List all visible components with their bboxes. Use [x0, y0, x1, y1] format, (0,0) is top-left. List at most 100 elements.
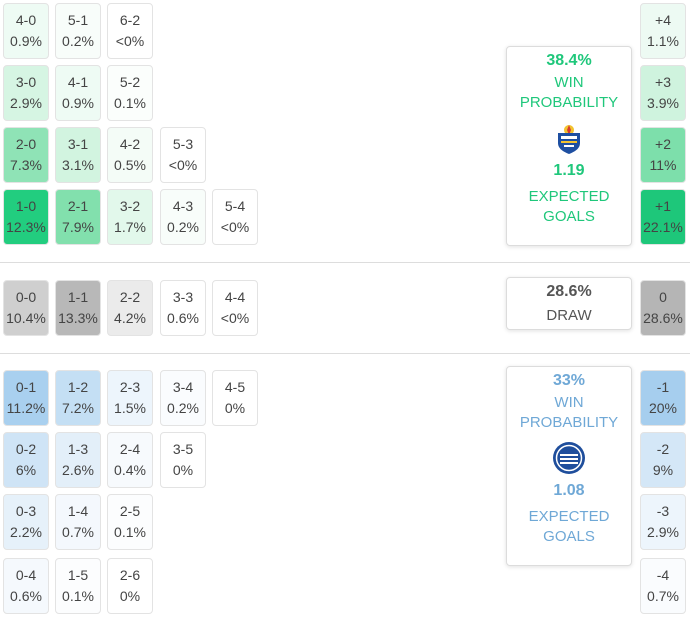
scoreline-label: 6-2: [119, 12, 141, 28]
scoreline-label: 3-2: [119, 198, 141, 214]
scoreline-label: 1-0: [15, 198, 37, 214]
scoreline-label: 1-3: [67, 441, 89, 457]
home-scoreline-cell: 4-0 0.9%: [3, 3, 49, 59]
scoreline-label: 3-5: [172, 441, 194, 457]
away-scoreline-cell: 1-3 2.6%: [55, 432, 101, 488]
probability-value: 0.9%: [10, 33, 42, 49]
probability-value: 7.9%: [62, 219, 94, 235]
probability-value: <0%: [168, 157, 198, 173]
probability-value: 0.5%: [114, 157, 146, 173]
probability-value: 12.3%: [6, 219, 46, 235]
home-team-card: 38.4% WIN PROBABILITY 1.19 EXPECTED GOAL…: [506, 46, 632, 246]
scoreline-label: 3-3: [172, 289, 194, 305]
goal-margin-label: -2: [656, 441, 670, 457]
scoreline-label: 5-3: [172, 136, 194, 152]
probability-value: 0.2%: [62, 33, 94, 49]
scoreline-label: 1-1: [67, 289, 89, 305]
draw-label: DRAW: [546, 306, 592, 324]
section-divider-home-draw: [0, 262, 690, 263]
home-xg-label-line1: EXPECTED: [528, 188, 610, 205]
goal-margin-label: +3: [655, 74, 671, 90]
scoreline-label: 4-3: [172, 198, 194, 214]
scoreline-label: 4-2: [119, 136, 141, 152]
probability-value: 1.7%: [114, 219, 146, 235]
probability-value: 0%: [119, 588, 141, 604]
scoreline-label: 5-1: [67, 12, 89, 28]
probability-value: 0%: [172, 462, 194, 478]
home-margin-cell: +4 1.1%: [640, 3, 686, 59]
probability-value: 1.1%: [647, 33, 679, 49]
home-scoreline-cell: 4-3 0.2%: [160, 189, 206, 245]
goal-margin-label: 0: [659, 289, 667, 305]
probability-value: 22.1%: [643, 219, 683, 235]
scoreline-label: 4-4: [224, 289, 246, 305]
scoreline-label: 0-0: [15, 289, 37, 305]
away-scoreline-cell: 1-5 0.1%: [55, 558, 101, 614]
probability-value: 0.1%: [114, 95, 146, 111]
goal-margin-label: -1: [656, 379, 670, 395]
home-scoreline-cell: 5-4 <0%: [212, 189, 258, 245]
home-win-label-line2: PROBABILITY: [519, 94, 619, 111]
away-scoreline-cell: 2-5 0.1%: [107, 494, 153, 550]
home-scoreline-cell: 4-1 0.9%: [55, 65, 101, 121]
goal-margin-label: -4: [656, 567, 670, 583]
probability-value: 28.6%: [643, 310, 683, 326]
section-divider-draw-away: [0, 353, 690, 354]
away-scoreline-cell: 1-2 7.2%: [55, 370, 101, 426]
home-xg-label-line2: GOALS: [543, 208, 595, 225]
scoreline-label: 1-5: [67, 567, 89, 583]
scoreline-label: 2-4: [119, 441, 141, 457]
scoreline-label: 2-1: [67, 198, 89, 214]
probability-value: 0.1%: [62, 588, 94, 604]
scoreline-label: 1-4: [67, 503, 89, 519]
home-margin-cell: +1 22.1%: [640, 189, 686, 245]
away-win-label-line2: PROBABILITY: [519, 414, 619, 431]
scoreline-label: 2-6: [119, 567, 141, 583]
away-scoreline-cell: 3-5 0%: [160, 432, 206, 488]
draw-scoreline-cell: 3-3 0.6%: [160, 280, 206, 336]
probability-value: 20%: [648, 400, 678, 416]
probability-value: <0%: [220, 310, 250, 326]
away-scoreline-cell: 2-4 0.4%: [107, 432, 153, 488]
home-margin-cell: +3 3.9%: [640, 65, 686, 121]
away-xg-label-line1: EXPECTED: [528, 508, 610, 525]
away-scoreline-cell: 0-3 2.2%: [3, 494, 49, 550]
scoreline-label: 4-0: [15, 12, 37, 28]
probability-value: 2.2%: [10, 524, 42, 540]
draw-probability: 28.6%: [546, 282, 592, 300]
probability-value: 7.2%: [62, 400, 94, 416]
away-scoreline-cell: 4-5 0%: [212, 370, 258, 426]
probability-value: 6%: [15, 462, 37, 478]
probability-value: 3.9%: [647, 95, 679, 111]
scoreline-label: 2-3: [119, 379, 141, 395]
scoreline-label: 3-4: [172, 379, 194, 395]
away-win-label-line1: WIN: [554, 394, 584, 411]
away-margin-cell: -2 9%: [640, 432, 686, 488]
home-scoreline-cell: 5-2 0.1%: [107, 65, 153, 121]
probability-value: 7.3%: [10, 157, 42, 173]
probability-value: 2.9%: [10, 95, 42, 111]
probability-value: 0.2%: [167, 219, 199, 235]
getafe-crest-icon: [558, 125, 580, 154]
home-win-probability: 38.4%: [546, 52, 592, 69]
alaves-crest-icon: [553, 442, 585, 474]
probability-value: <0%: [115, 33, 145, 49]
home-scoreline-cell: 4-2 0.5%: [107, 127, 153, 183]
probability-value: 11%: [649, 157, 677, 173]
probability-value: 4.2%: [114, 310, 146, 326]
home-scoreline-cell: 5-3 <0%: [160, 127, 206, 183]
home-scoreline-cell: 1-0 12.3%: [3, 189, 49, 245]
scoreline-label: 0-4: [15, 567, 37, 583]
goal-margin-label: -3: [656, 503, 670, 519]
goal-margin-label: +2: [655, 136, 671, 152]
scoreline-label: 3-1: [67, 136, 89, 152]
scoreline-label: 5-4: [224, 198, 246, 214]
home-scoreline-cell: 2-1 7.9%: [55, 189, 101, 245]
probability-value: 3.1%: [62, 157, 94, 173]
away-win-probability: 33%: [552, 372, 586, 389]
draw-scoreline-cell: 1-1 13.3%: [55, 280, 101, 336]
goal-margin-label: +4: [655, 12, 671, 28]
probability-value: 0.9%: [62, 95, 94, 111]
away-scoreline-cell: 3-4 0.2%: [160, 370, 206, 426]
home-scoreline-cell: 3-1 3.1%: [55, 127, 101, 183]
